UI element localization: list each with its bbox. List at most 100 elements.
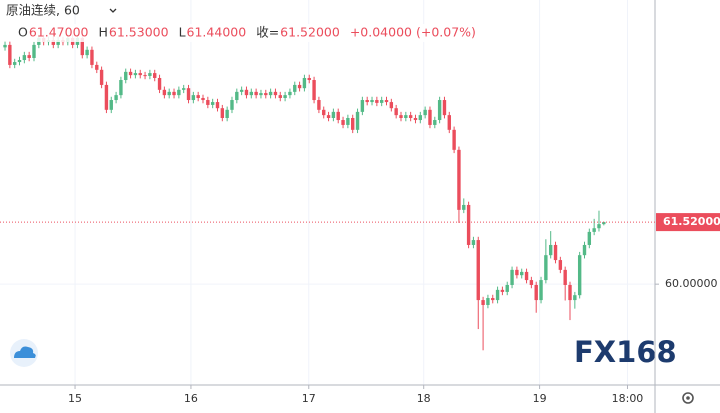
candle-body	[423, 109, 427, 116]
candle-body	[51, 40, 56, 45]
candle-body	[196, 95, 200, 98]
candle-body	[268, 91, 273, 96]
candle-body	[587, 231, 592, 245]
candle-body	[491, 298, 495, 301]
candle-body	[452, 129, 456, 150]
candle-body	[119, 80, 123, 96]
legend-bg	[14, 24, 504, 42]
axes: 60.00000 15 16 17 18 19 18:00 61.52000	[0, 213, 720, 405]
candle-body	[210, 102, 215, 105]
gear[interactable]	[682, 392, 694, 404]
candle-body	[548, 244, 553, 256]
candle-body	[22, 55, 27, 61]
candle-body	[244, 89, 249, 96]
candle-body	[104, 84, 109, 110]
x-tick-label: 17	[302, 392, 316, 405]
legend-value: 61.53000	[109, 25, 169, 40]
candle-body	[558, 260, 563, 270]
candle-body	[259, 93, 263, 96]
candle-body	[167, 91, 171, 96]
candle-body	[239, 89, 244, 92]
candle-body	[133, 73, 138, 76]
candle-body	[524, 271, 529, 281]
candle-body	[85, 49, 89, 56]
candle-body	[148, 73, 152, 76]
candle-body	[288, 91, 292, 96]
chart-title: 原油连续, 60	[6, 3, 80, 18]
candle-body	[283, 95, 287, 98]
candle-body	[476, 240, 480, 301]
candle-body	[138, 73, 142, 76]
legend-value: 61.44000	[187, 25, 247, 40]
candle-body	[466, 204, 471, 245]
dropdown-chevron[interactable]	[109, 8, 117, 13]
x-tick-label: 18:00	[612, 392, 644, 405]
grid-layer	[0, 0, 655, 385]
last-price-box	[656, 213, 720, 232]
candle-body	[254, 91, 258, 96]
candle-body	[109, 100, 113, 110]
candle-body	[172, 91, 176, 96]
candle-body	[215, 102, 220, 109]
candle-body	[539, 280, 543, 301]
cloud[interactable]	[14, 346, 36, 359]
candle-body	[457, 149, 461, 210]
candle-body	[264, 93, 268, 96]
candles	[3, 34, 606, 351]
candle-body	[404, 115, 408, 118]
candle-body	[32, 44, 36, 58]
candle-body	[510, 269, 514, 285]
candle-body	[563, 269, 567, 285]
candle-body	[322, 109, 326, 116]
candle-body	[317, 100, 321, 110]
x-tick-label: 16	[184, 392, 198, 405]
candle-body	[153, 73, 157, 78]
legend-label: 收=	[256, 25, 279, 40]
candle-body	[99, 69, 104, 85]
candle-body	[515, 269, 519, 276]
candle-body	[17, 60, 22, 63]
cloud-icon[interactable]	[10, 339, 38, 367]
candle-body	[27, 55, 31, 58]
candle-body	[379, 100, 384, 103]
candle-body	[230, 100, 234, 110]
candle-body	[500, 289, 505, 292]
candle-body	[143, 75, 147, 77]
watermark: FX168	[574, 335, 677, 369]
candle-body	[481, 300, 485, 305]
gear-center[interactable]	[686, 396, 690, 400]
candle-body	[273, 91, 278, 96]
candle-body	[235, 91, 239, 101]
candle-body	[157, 77, 162, 90]
candle-body	[128, 71, 133, 76]
legend-value: 61.52000	[280, 25, 340, 40]
candle-body	[418, 115, 423, 121]
candle-body	[568, 284, 572, 301]
candle-body	[408, 115, 413, 118]
candle-body	[95, 64, 99, 70]
candle-body	[365, 100, 369, 103]
x-tick-label: 19	[533, 392, 547, 405]
ohlc-legend: O 61.47000 H 61.53000 L 61.44000 收= 61.52000 +0.…	[14, 24, 504, 42]
candle-body	[553, 244, 558, 261]
settings-icon[interactable]	[682, 392, 694, 404]
candle-body	[413, 117, 418, 121]
candle-body	[336, 111, 340, 121]
candle-body	[206, 100, 210, 105]
legend-change: +0.04000 (+0.07%)	[350, 25, 476, 40]
candle-body	[442, 100, 447, 116]
candle-body	[384, 100, 389, 103]
candle-body	[326, 115, 331, 118]
candle-body	[162, 89, 167, 96]
legend-label: H	[99, 25, 108, 40]
candle-body	[520, 271, 524, 276]
candle-body	[3, 44, 7, 48]
candle-body	[341, 120, 345, 125]
candle-body	[355, 111, 360, 130]
candle-body	[80, 37, 84, 56]
candle-body	[505, 284, 509, 292]
candle-body	[360, 100, 365, 112]
candle-body	[220, 108, 225, 118]
last-price-label: 61.52000	[663, 215, 720, 228]
